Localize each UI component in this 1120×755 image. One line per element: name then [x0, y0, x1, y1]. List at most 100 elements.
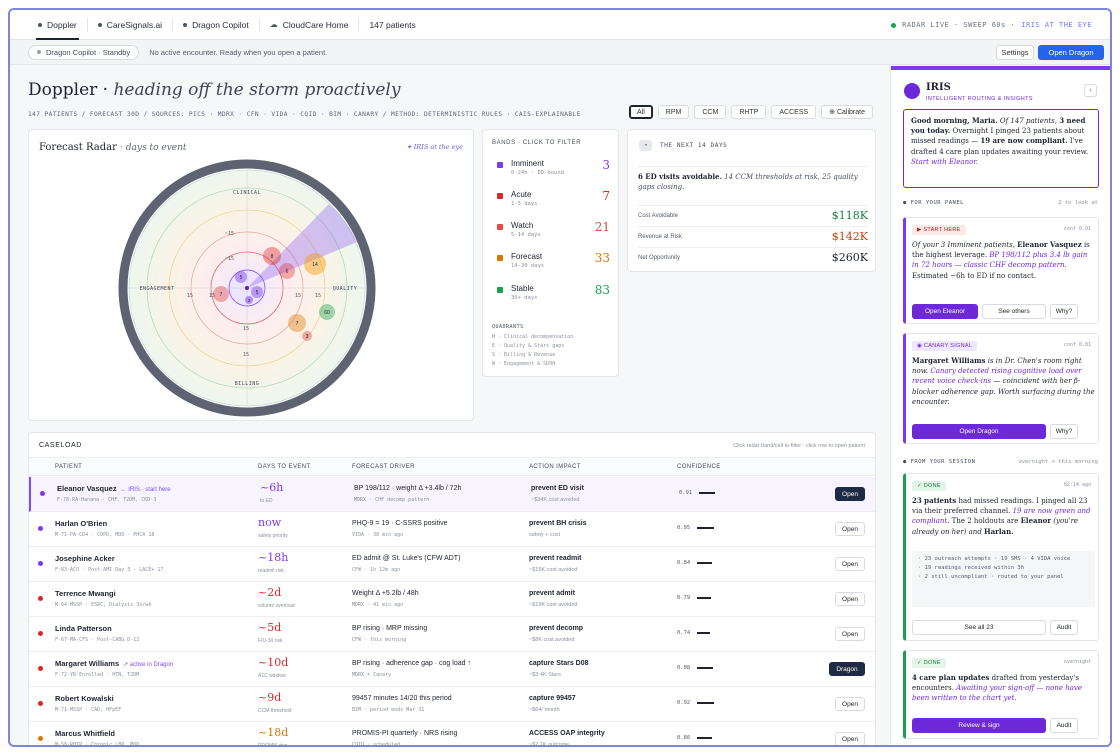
table-row[interactable]: Eleanor Vasquez ← IRIS · start here F·78·R…: [29, 477, 875, 512]
radar-cluster[interactable]: [213, 286, 229, 302]
radar-cluster[interactable]: [251, 286, 263, 298]
metric-net-opportunity: Net Opportunity $260K: [638, 247, 868, 267]
filter-access[interactable]: ACCESS: [771, 105, 817, 119]
action-impact: prevent BH crisis: [529, 520, 587, 527]
band-watch[interactable]: Watch 5-14 days 21: [497, 220, 610, 248]
col-action-impact[interactable]: ACTION IMPACT: [529, 464, 581, 470]
band-imminent[interactable]: Imminent 0-24h · ED-bound 3: [497, 158, 610, 186]
radar-cluster[interactable]: [288, 314, 306, 332]
radar-cluster[interactable]: [304, 253, 326, 275]
table-row[interactable]: Josephine Acker F·83·ACO · Post-AMI Day 3…: [29, 547, 875, 582]
band-dot: [38, 666, 43, 671]
tab-caresignals[interactable]: CareSignals.ai: [88, 10, 172, 40]
settings-button[interactable]: Settings: [996, 45, 1034, 60]
radar-cluster[interactable]: [279, 263, 295, 279]
decomp-pattern-link[interactable]: BP 198/112 plus 3.4 lb gain in 72 hours …: [912, 251, 1088, 270]
tab-cloudcare-home[interactable]: ☁ CloudCare Home: [260, 10, 359, 40]
dragon-copilot-status-pill[interactable]: Dragon Copilot · Standby: [28, 44, 140, 60]
tab-doppler[interactable]: Doppler: [28, 10, 87, 40]
cluster-label: 5: [256, 290, 259, 296]
patient-name: Robert Kowalski: [55, 694, 118, 703]
open-dragon-card-button[interactable]: Open Dragon: [912, 424, 1046, 439]
radar-cluster[interactable]: [245, 296, 253, 304]
see-others-button[interactable]: See others: [982, 304, 1046, 319]
patient-name-text: Josephine Acker: [55, 554, 115, 563]
title-main: Doppler: [28, 80, 98, 100]
open-patient-button[interactable]: Open: [835, 487, 865, 501]
patient-meta: F·72·YR·Enrolled · HTN, T2DM: [55, 672, 140, 678]
days-sub: to ED: [260, 498, 273, 504]
radar-cluster[interactable]: [319, 304, 335, 320]
filter-rhtp[interactable]: RHTP: [731, 105, 767, 119]
band-forecast[interactable]: Forecast 14-30 days 33: [497, 251, 610, 279]
why-button[interactable]: Why?: [1050, 424, 1078, 439]
radar-cluster[interactable]: [263, 247, 281, 265]
review-sign-button[interactable]: Review & sign: [912, 718, 1046, 733]
audit-button[interactable]: Audit: [1050, 620, 1078, 635]
open-patient-button[interactable]: Open: [835, 732, 865, 745]
open-patient-button[interactable]: Open: [835, 592, 865, 606]
action-impact: capture Stars D08: [529, 660, 589, 667]
tab-divider: [258, 17, 260, 32]
open-patient-button[interactable]: Dragon: [829, 662, 865, 676]
audit-button[interactable]: Audit: [1050, 718, 1078, 733]
canary-signal-badge: ◉ CANARY SIGNAL: [912, 341, 978, 351]
axis-label-billing: BILLING: [235, 381, 260, 387]
title-italic: heading off the storm proactively: [113, 80, 401, 100]
open-dragon-button[interactable]: Open Dragon: [1038, 45, 1104, 60]
tab-dot-icon: [38, 22, 42, 27]
axis-label-quality: QUALITY: [333, 286, 358, 292]
band-range: 1-5 days: [511, 201, 538, 207]
canary-detail-link[interactable]: Canary detected rising cognitive load ov…: [912, 367, 1082, 386]
calibrate-button[interactable]: ⊕ Calibrate: [821, 105, 873, 119]
days-sub: CCM threshold: [258, 708, 292, 714]
sign-off-link[interactable]: Awaiting your sign-off — none have been …: [912, 684, 1083, 703]
table-row[interactable]: Harlan O'Brien M·71·PA·CD4 · COPD, MDD · …: [29, 512, 875, 547]
band-acute[interactable]: Acute 1-5 days 7: [497, 189, 610, 217]
ring-label: 15: [209, 293, 215, 299]
band-dot: [38, 561, 43, 566]
iris-avatar: [904, 83, 920, 99]
col-confidence[interactable]: CONFIDENCE: [677, 464, 721, 470]
confidence-bar: [697, 737, 712, 739]
tab-label: CareSignals.ai: [106, 19, 163, 30]
cluster-label: 8: [271, 254, 274, 260]
compliant-link[interactable]: 19 are now green and compliant.: [912, 507, 1091, 526]
start-with-eleanor-link[interactable]: Start with Eleanor.: [911, 157, 979, 166]
quadrant-item: S · Billing & Revenue: [492, 352, 556, 358]
radar-cluster[interactable]: [235, 271, 247, 283]
table-row[interactable]: Terrence Mwangi M·64·MSSP · ESRC, Dialysi…: [29, 582, 875, 617]
band-stable[interactable]: Stable 30+ days 83: [497, 283, 610, 311]
for-your-panel-note: 2 to look at: [1058, 200, 1098, 206]
chevron-right-icon[interactable]: ›: [1084, 84, 1097, 97]
why-button[interactable]: Why?: [1050, 304, 1078, 319]
table-row[interactable]: Margaret Williams ↗ active in Dragon F·72·…: [29, 652, 875, 687]
forecast-radar[interactable]: CLINICAL ENGAGEMENT QUALITY BILLING ~15 …: [29, 130, 475, 422]
action-impact-sub: ~$15K cost avoided: [529, 567, 578, 573]
open-patient-button[interactable]: Open: [835, 522, 865, 536]
action-impact: prevent admit: [529, 590, 575, 597]
open-eleanor-button[interactable]: Open Eleanor: [912, 304, 978, 319]
filter-all[interactable]: All: [629, 105, 653, 119]
col-patient[interactable]: PATIENT: [55, 464, 83, 470]
open-patient-button[interactable]: Open: [835, 557, 865, 571]
radar-cluster[interactable]: [302, 331, 312, 341]
table-row[interactable]: Robert Kowalski M·71·MSSP · CAD, HFpEF ~9d…: [29, 687, 875, 722]
open-patient-button[interactable]: Open: [835, 697, 865, 711]
patient-name-text: Eleanor Vasquez: [57, 484, 117, 493]
band-dot: [38, 596, 43, 601]
open-patient-button[interactable]: Open: [835, 627, 865, 641]
table-row[interactable]: Marcus Whitfield M·58·RHTP · Chronic LBP,…: [29, 722, 875, 745]
filter-ccm[interactable]: CCM: [694, 105, 727, 119]
filter-rpm[interactable]: RPM: [657, 105, 690, 119]
see-all-23-button[interactable]: See all 23: [912, 620, 1046, 635]
col-days-to-event[interactable]: DAYS TO EVENT: [258, 464, 311, 470]
app-frame: Doppler CareSignals.ai Dragon Copilot ☁ C…: [8, 8, 1112, 747]
tab-patient-count[interactable]: 147 patients: [359, 10, 425, 40]
iris-panel: IRIS INTELLIGENT ROUTING & INSIGHTS › Go…: [890, 66, 1110, 745]
iris-at-eye-tag[interactable]: ✦ IRIS at the eye: [406, 143, 463, 151]
tab-dragon-copilot[interactable]: Dragon Copilot: [173, 10, 259, 40]
card-text: 23 patients had missed readings. I pinge…: [912, 496, 1095, 537]
col-forecast-driver[interactable]: FORECAST DRIVER: [352, 464, 415, 470]
table-row[interactable]: Linda Patterson F·67·MA·CFS · Post-CABG D…: [29, 617, 875, 652]
